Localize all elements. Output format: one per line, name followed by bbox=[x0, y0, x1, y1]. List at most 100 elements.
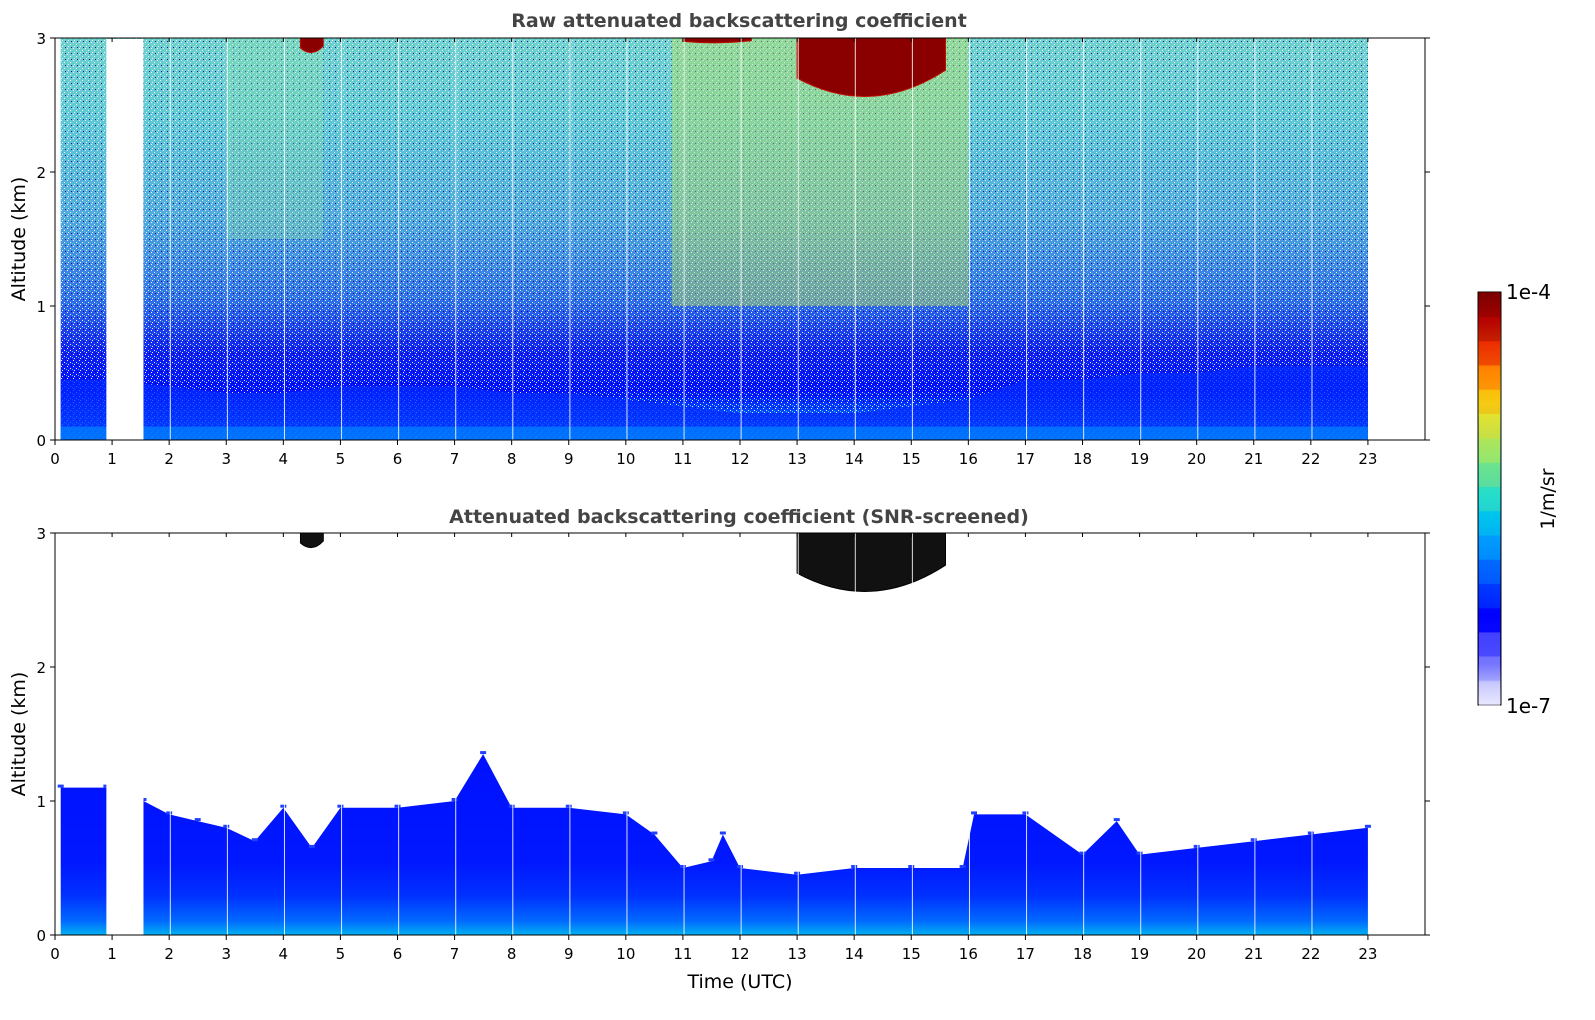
x-tick-label: 6 bbox=[393, 945, 403, 963]
screened-edge-mark bbox=[1307, 831, 1314, 835]
screened-edge-mark bbox=[565, 804, 572, 808]
elevated-aerosol-layer bbox=[226, 38, 324, 239]
screened-edge-mark bbox=[1113, 818, 1120, 822]
x-tick-label: 23 bbox=[1358, 945, 1377, 963]
x-tick-label: 0 bbox=[50, 945, 60, 963]
x-tick-label: 21 bbox=[1244, 450, 1263, 468]
colorbar-bands bbox=[1479, 292, 1500, 706]
x-tick-label: 7 bbox=[450, 945, 460, 963]
x-tick-label: 21 bbox=[1244, 945, 1263, 963]
screened-edge-mark bbox=[57, 784, 64, 788]
x-tick-label: 9 bbox=[564, 945, 574, 963]
raw-panel-title: Raw attenuated backscattering coefficien… bbox=[511, 10, 967, 32]
screened-edge-mark bbox=[959, 865, 966, 868]
screened-signal-region bbox=[60, 754, 1368, 935]
raw-x-axis: 0 1 2 3 4 5 6 7 8 9 10 11 12 13 14 15 16 17 18 19 20 21 22 23 bbox=[50, 38, 1377, 468]
cloud-layer bbox=[299, 532, 324, 549]
x-tick-label: 15 bbox=[902, 450, 921, 468]
x-tick-label: 4 bbox=[279, 450, 289, 468]
screened-edge-mark bbox=[1022, 811, 1029, 815]
colorbar-band bbox=[1479, 389, 1500, 414]
x-tick-label: 7 bbox=[450, 450, 460, 468]
screened-edge-mark bbox=[908, 865, 915, 868]
x-axis-label: Time (UTC) bbox=[686, 971, 792, 993]
x-tick-label: 17 bbox=[1016, 450, 1035, 468]
colorbar-band bbox=[1479, 656, 1500, 682]
cloud-layer bbox=[682, 37, 752, 44]
x-tick-label: 5 bbox=[336, 945, 346, 963]
y-tick-label: 0 bbox=[36, 432, 46, 450]
x-tick-label: 3 bbox=[221, 450, 231, 468]
screened-edge-mark bbox=[708, 858, 715, 862]
surface-layer bbox=[60, 426, 1368, 440]
colorbar-band bbox=[1479, 462, 1500, 487]
x-tick-label: 14 bbox=[845, 945, 864, 963]
x-tick-label: 16 bbox=[959, 945, 978, 963]
x-tick-label: 18 bbox=[1073, 450, 1092, 468]
raw-y-axis-label: Altitude (km) bbox=[8, 177, 30, 302]
colorbar-band bbox=[1479, 534, 1500, 560]
x-tick-label: 19 bbox=[1130, 450, 1149, 468]
x-tick-label: 11 bbox=[673, 945, 692, 963]
screened-edge-mark bbox=[480, 751, 487, 755]
x-tick-label: 8 bbox=[507, 450, 517, 468]
x-tick-label: 9 bbox=[564, 450, 574, 468]
colorbar-band bbox=[1479, 413, 1500, 439]
raw-heatmap bbox=[60, 37, 1368, 440]
x-tick-label: 15 bbox=[902, 945, 921, 963]
screened-panel-title: Attenuated backscattering coefficient (S… bbox=[449, 506, 1029, 528]
x-tick-label: 14 bbox=[845, 450, 864, 468]
colorbar-band bbox=[1479, 632, 1500, 657]
x-tick-label: 13 bbox=[788, 945, 807, 963]
screened-edge-mark bbox=[280, 804, 287, 808]
screened-edge-mark bbox=[337, 804, 344, 808]
raw-backscatter-panel: Raw attenuated backscattering coefficien… bbox=[8, 10, 1430, 468]
x-tick-label: 2 bbox=[164, 450, 174, 468]
x-tick-label: 22 bbox=[1301, 945, 1320, 963]
y-tick-label: 2 bbox=[36, 659, 46, 677]
colorbar-band bbox=[1479, 607, 1500, 633]
cloud-layer bbox=[796, 532, 946, 592]
screened-edge-mark bbox=[1364, 824, 1371, 828]
colorbar-band bbox=[1479, 510, 1500, 536]
screened-edge-mark bbox=[194, 818, 201, 822]
x-tick-label: 6 bbox=[393, 450, 403, 468]
y-tick-label: 3 bbox=[36, 525, 46, 543]
screened-edge-mark bbox=[251, 838, 258, 842]
colorbar-band bbox=[1479, 292, 1500, 317]
screened-edge-mark bbox=[508, 804, 515, 808]
y-tick-label: 1 bbox=[36, 298, 46, 316]
no-data-gap bbox=[106, 534, 144, 935]
colorbar-band bbox=[1479, 680, 1500, 706]
x-tick-label: 18 bbox=[1073, 945, 1092, 963]
x-tick-label: 20 bbox=[1187, 450, 1206, 468]
screened-edge-mark bbox=[1079, 851, 1086, 855]
x-tick-label: 16 bbox=[959, 450, 978, 468]
x-tick-label: 4 bbox=[279, 945, 289, 963]
y-tick-label: 2 bbox=[36, 164, 46, 182]
colorbar-band bbox=[1479, 437, 1500, 463]
x-tick-label: 19 bbox=[1130, 945, 1149, 963]
y-tick-label: 1 bbox=[36, 793, 46, 811]
x-tick-label: 11 bbox=[673, 450, 692, 468]
y-tick-label: 0 bbox=[36, 927, 46, 945]
screened-edge-mark bbox=[223, 824, 230, 828]
x-tick-label: 12 bbox=[730, 945, 749, 963]
colorbar-band bbox=[1479, 316, 1500, 342]
screened-edge-mark bbox=[971, 811, 978, 815]
x-tick-label: 1 bbox=[107, 450, 117, 468]
colorbar-band bbox=[1479, 340, 1500, 366]
screened-edge-mark bbox=[679, 865, 686, 868]
colorbar-min-label: 1e-7 bbox=[1506, 694, 1551, 718]
screened-edge-mark bbox=[394, 804, 401, 808]
colorbar-max-label: 1e-4 bbox=[1506, 280, 1551, 304]
x-tick-label: 23 bbox=[1358, 450, 1377, 468]
x-tick-label: 20 bbox=[1187, 945, 1206, 963]
colorbar-unit-label: 1/m/sr bbox=[1537, 468, 1559, 529]
screened-edge-mark bbox=[1136, 851, 1143, 855]
screened-edge-mark bbox=[719, 831, 726, 835]
screened-x-axis: 0 1 2 3 4 5 6 7 8 9 10 11 12 13 14 15 16 17 18 19 20 21 22 23 bbox=[50, 533, 1377, 963]
colorbar-band bbox=[1479, 364, 1500, 390]
x-tick-label: 0 bbox=[50, 450, 60, 468]
